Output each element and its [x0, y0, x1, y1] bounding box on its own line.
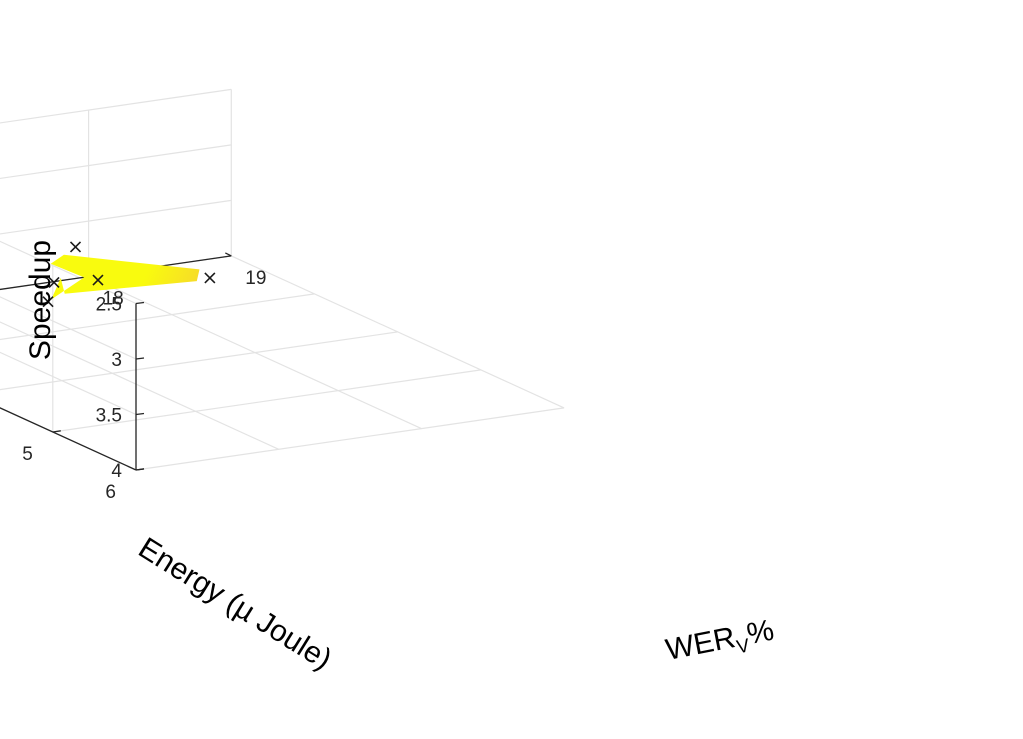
x-tick-label: 18 — [103, 289, 124, 310]
floor-grid-line — [0, 293, 315, 341]
y-tick-mark — [52, 430, 61, 433]
y-tick-label: 5 — [22, 444, 33, 465]
floor-grid-line — [52, 369, 481, 433]
z-tick-label: 3.5 — [96, 406, 122, 427]
left-wall-grid-line — [0, 351, 137, 416]
left-wall-grid-line — [0, 407, 137, 471]
x-axis-label-suffix: % — [744, 614, 776, 651]
floor-grid-line — [0, 407, 137, 471]
y-axis-label: Energy (µ Joule) — [133, 531, 338, 676]
back-wall-grid-line — [0, 199, 232, 235]
z-tick-label: 2.5 — [96, 295, 122, 316]
z-tick-mark — [135, 301, 145, 305]
y-axis-line — [0, 407, 137, 471]
data-point-marker — [204, 272, 216, 284]
z-tick-mark — [135, 357, 145, 360]
z-tick-mark — [135, 412, 145, 416]
z-tick-label: 4 — [111, 461, 122, 482]
left-wall-grid-line — [0, 296, 137, 360]
x-tick-label: 19 — [245, 268, 266, 289]
y-tick-label: 6 — [105, 482, 116, 503]
data-point-marker — [48, 276, 60, 288]
z-tick-label: 3 — [111, 350, 122, 371]
data-point-marker — [92, 274, 104, 286]
x-axis-label-subscript: V — [735, 635, 752, 658]
back-wall-grid-line — [0, 144, 232, 180]
data-point-marker — [42, 296, 54, 308]
y-tick-mark — [135, 468, 145, 471]
floor-grid-line — [0, 331, 398, 391]
floor-grid-line — [135, 407, 565, 471]
x-tick-mark — [225, 252, 232, 257]
back-wall-grid-line — [0, 88, 232, 124]
data-point-marker — [69, 241, 82, 253]
surface-patch — [50, 254, 200, 300]
x-axis-label-main: WER — [663, 621, 738, 667]
z-axis-label: Speedup — [24, 240, 57, 360]
x-axis-label: WERV% — [663, 614, 778, 672]
